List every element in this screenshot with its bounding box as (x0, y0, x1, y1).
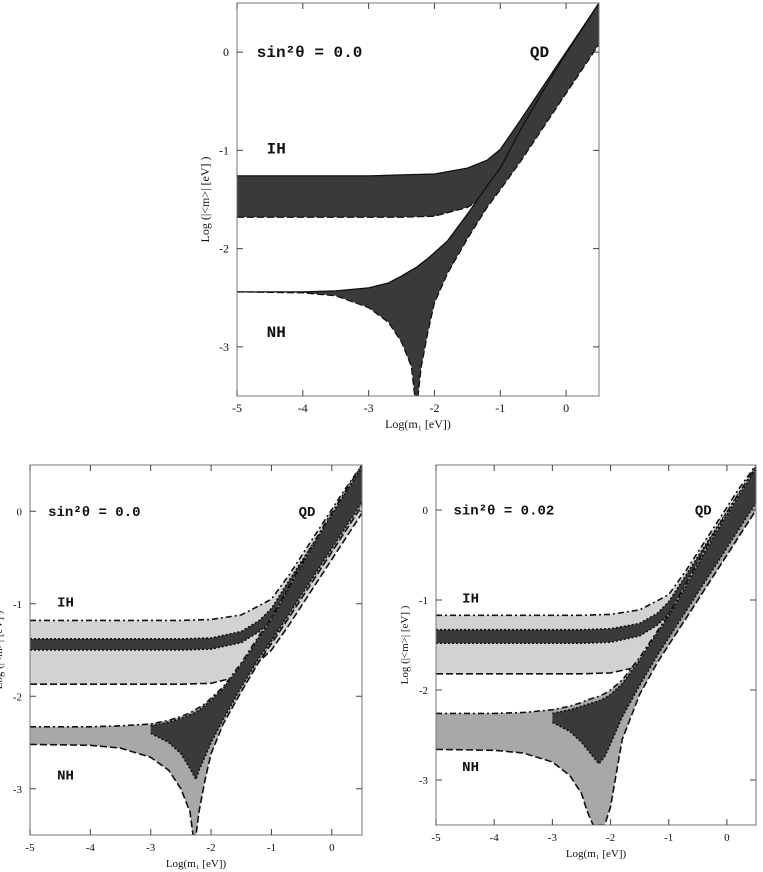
y-axis-label: Log (|<m>| [eV] ) (0, 610, 5, 689)
plot-top-svg: -5 -4 -3 -2 -1 0 0 -1 -2 -3 Log(m₁ [eV]) Log (|<m>|… (198, 2, 600, 431)
x-axis-label: Log(m₁ [eV]) (566, 848, 627, 860)
plot-frame (236, 2, 600, 397)
x-tick-label: 0 (724, 832, 730, 844)
boundary-lower-nh (237, 43, 599, 396)
nh-label: NH (267, 324, 286, 342)
x-tick-label: -2 (606, 832, 615, 844)
band-nh (30, 465, 362, 835)
y-tick-label: -2 (419, 685, 428, 697)
boundary-upper-nh (30, 465, 362, 728)
plot-frame (29, 464, 363, 836)
ih-label: IH (462, 592, 479, 608)
boundary-lower-nh-core (552, 502, 756, 766)
x-tick-label: -5 (232, 401, 242, 415)
y-tick-label: 0 (223, 45, 229, 59)
param-label: sin²θ = 0.0 (257, 44, 363, 62)
boundary-lower-nh (30, 505, 362, 835)
param-label: sin²θ = 0.02 (453, 504, 554, 520)
x-tick-label: -1 (495, 401, 505, 415)
ih-label: IH (267, 140, 286, 158)
nh-label: NH (57, 769, 74, 785)
boundary-lower-ih-core (30, 479, 362, 651)
boundary-upper-nh-core (552, 468, 756, 715)
nh-label: NH (462, 760, 479, 776)
x-tick-label: -4 (490, 832, 500, 844)
y-tick-label: -3 (419, 775, 429, 787)
y-tick-label: -2 (13, 691, 22, 703)
y-tick-label: -1 (219, 143, 229, 157)
y-tick-label: 0 (423, 505, 429, 517)
x-axis-label: Log(m₁ [eV]) (385, 417, 451, 431)
x-tick-label: 0 (563, 401, 569, 415)
plot-frame (435, 464, 757, 826)
boundary-lower-nh (436, 509, 756, 825)
x-tick-label: -2 (207, 842, 216, 854)
qd-label: QD (695, 504, 712, 520)
band-nh (436, 466, 756, 825)
y-axis-label: Log (|<m>| [eV] ) (399, 605, 411, 684)
x-tick-label: 0 (329, 842, 335, 854)
boundary-lower-nh-core (150, 501, 362, 782)
boundary-upper-ih (237, 3, 599, 177)
y-tick-label: -1 (13, 599, 22, 611)
plot-bottom-right-svg: -5 -4 -3 -2 -1 0 0 -1 -2 -3 Log(m₁ [eV]) Log (|<m>|… (399, 464, 757, 860)
plot-bottom-left: -5 -4 -3 -2 -1 0 0 -1 -2 -3 Log(m₁ [eV]) Log (|<m>|… (0, 455, 370, 872)
y-tick-label: -3 (13, 784, 23, 796)
x-tick-label: -3 (548, 832, 558, 844)
x-tick-label: -5 (25, 842, 35, 854)
boundary-upper-ih-core (30, 468, 362, 640)
y-tick-label: -2 (219, 242, 229, 256)
x-tick-label: -4 (298, 401, 308, 415)
y-tick-label: -1 (419, 595, 428, 607)
y-tick-label: 0 (17, 506, 23, 518)
x-axis-label: Log(m₁ [eV]) (166, 858, 227, 870)
plot-bottom-right: -5 -4 -3 -2 -1 0 0 -1 -2 -3 Log(m₁ [eV]) Log (|<m>|… (399, 455, 763, 872)
param-label: sin²θ = 0.0 (48, 505, 140, 521)
x-tick-label: -4 (86, 842, 96, 854)
ih-label: IH (57, 596, 74, 612)
x-tick-label: -1 (267, 842, 276, 854)
plot-top: -5 -4 -3 -2 -1 0 0 -1 -2 -3 Log(m₁ [eV]) Log (|<m>|… (185, 0, 605, 445)
band-nh (237, 3, 599, 396)
boundary-upper-ih (436, 465, 756, 617)
plot-bottom-left-svg: -5 -4 -3 -2 -1 0 0 -1 -2 -3 Log(m₁ [eV]) Log (|<m>|… (0, 464, 363, 870)
y-tick-label: -3 (219, 340, 229, 354)
boundary-upper-nh-core (150, 466, 362, 727)
y-axis-label: Log (|<m>| [eV] ) (198, 157, 212, 243)
qd-label: QD (299, 505, 316, 521)
x-tick-label: -5 (431, 832, 441, 844)
x-tick-label: -2 (429, 401, 439, 415)
band-ih-core (436, 466, 756, 644)
x-tick-label: -3 (364, 401, 374, 415)
x-tick-label: -1 (664, 832, 673, 844)
x-tick-label: -3 (146, 842, 156, 854)
qd-label: QD (530, 44, 549, 62)
boundary-upper-nh (436, 466, 756, 715)
boundary-upper-nh (237, 3, 599, 293)
